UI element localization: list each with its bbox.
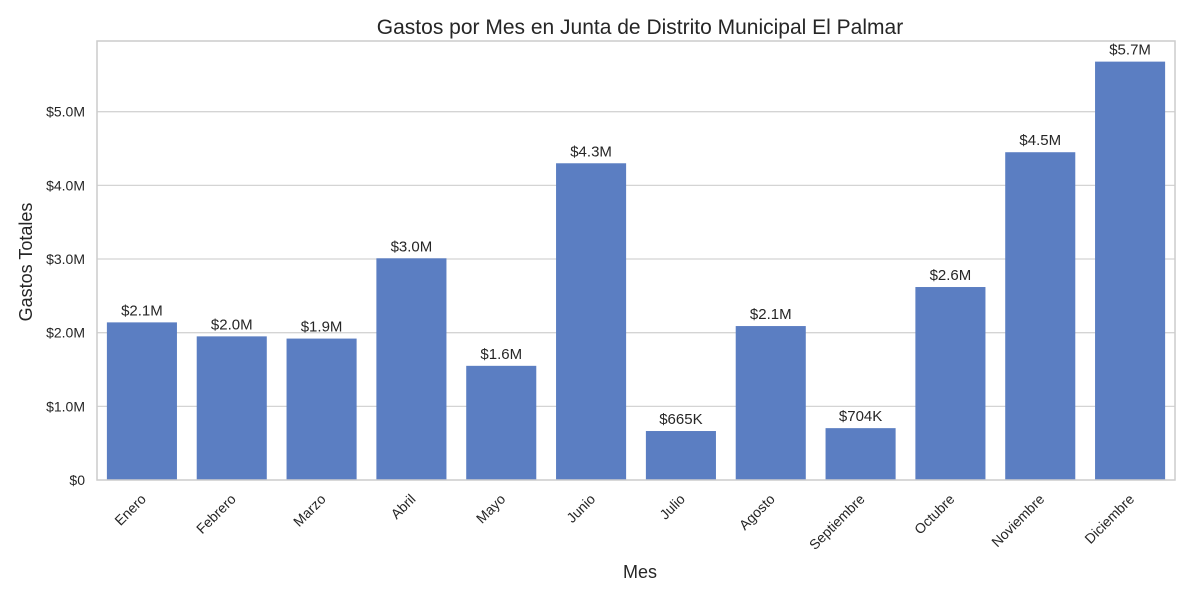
bar: [735, 326, 806, 480]
bar: [645, 431, 716, 480]
y-tick-label: $1.0M: [46, 398, 85, 414]
x-tick-label: Diciembre: [1081, 491, 1137, 547]
y-tick-label: $2.0M: [46, 325, 85, 341]
bar: [1005, 152, 1076, 481]
y-axis-label: Gastos Totales: [16, 203, 36, 322]
bar: [376, 258, 447, 480]
bar-layer: [106, 61, 1166, 481]
plot-border: [96, 40, 1176, 481]
y-tick-label: $5.0M: [46, 104, 85, 120]
bar: [915, 287, 986, 480]
x-tick-label: Agosto: [736, 491, 778, 533]
x-tick-layer: Enero Febrero Marzo Abril Mayo Junio Julio Agos…: [111, 491, 1137, 553]
x-tick-label: Noviembre: [988, 491, 1047, 550]
y-tick-layer: $0 $1.0M $2.0M $3.0M $4.0M $5.0M: [46, 104, 85, 488]
x-tick-label: Mayo: [473, 491, 509, 527]
bar: [556, 163, 627, 481]
bar: [1095, 61, 1166, 481]
chart-title: Gastos por Mes en Junta de Distrito Muni…: [377, 16, 903, 39]
x-tick-label: Abril: [387, 491, 418, 522]
data-label: $1.6M: [480, 346, 522, 363]
x-tick-label: Julio: [656, 491, 688, 523]
x-tick-label: Enero: [111, 491, 149, 529]
data-label: $2.1M: [121, 302, 163, 319]
x-tick-label: Septiembre: [806, 491, 868, 553]
data-label: $5.7M: [1109, 42, 1151, 59]
bar: [196, 336, 267, 480]
data-label: $2.0M: [211, 316, 253, 333]
bar: [825, 428, 896, 480]
data-label-layer: $2.1M $2.0M $1.9M $3.0M $1.6M $4.3M $665K $2.1M…: [121, 42, 1151, 428]
data-label: $665K: [659, 411, 702, 428]
y-tick-label: $0: [69, 472, 85, 488]
y-tick-label: $4.0M: [46, 177, 85, 193]
data-label: $2.1M: [750, 306, 792, 323]
plot-frame: [96, 40, 1176, 481]
x-tick-label: Octubre: [911, 491, 958, 538]
x-tick-label: Marzo: [290, 491, 329, 530]
data-label: $1.9M: [301, 319, 343, 336]
bar: [466, 365, 537, 480]
grid-layer: [97, 111, 1175, 407]
data-label: $2.6M: [930, 267, 972, 284]
data-label: $4.3M: [570, 143, 612, 160]
x-tick-label: Junio: [563, 491, 598, 526]
y-tick-label: $3.0M: [46, 251, 85, 267]
x-tick-label: Febrero: [193, 491, 239, 537]
data-label: $4.5M: [1019, 132, 1061, 149]
x-axis-label: Mes: [623, 562, 657, 582]
data-label: $704K: [839, 408, 882, 425]
data-label: $3.0M: [391, 238, 433, 255]
bar: [286, 338, 357, 480]
bar: [106, 322, 177, 480]
